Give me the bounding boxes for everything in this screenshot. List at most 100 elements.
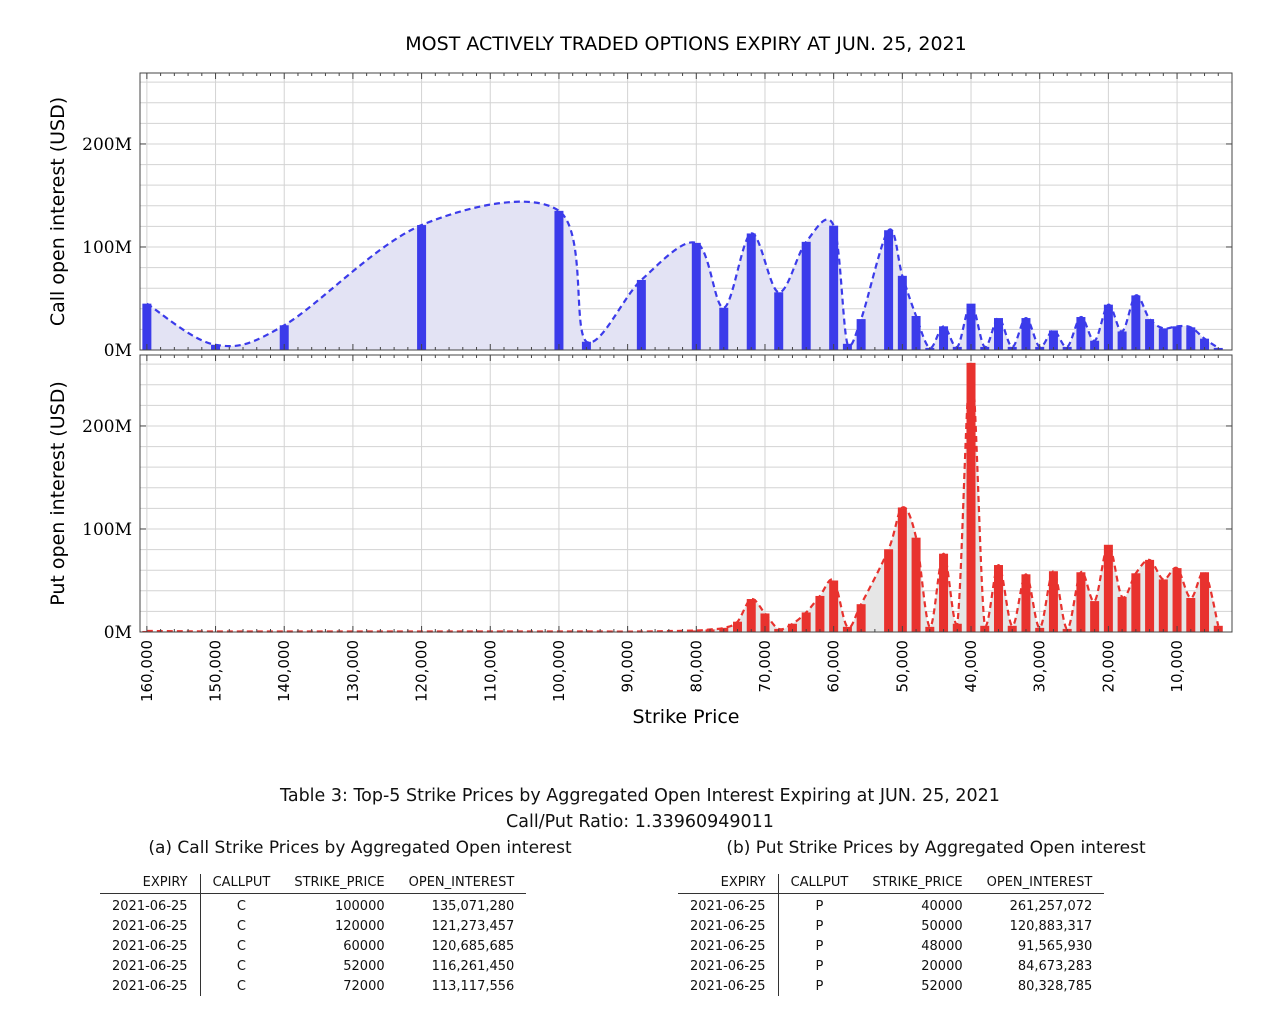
bar — [966, 362, 976, 632]
bar — [746, 599, 756, 632]
call-table-title: (a) Call Strike Prices by Aggregated Ope… — [148, 838, 572, 858]
bar — [1076, 572, 1086, 632]
table-cell: 2021-06-25 — [678, 956, 779, 976]
table-cell: 2021-06-25 — [678, 916, 779, 936]
column-header: OPEN_INTEREST — [974, 874, 1105, 894]
bar — [1200, 338, 1210, 350]
table-cell: 2021-06-25 — [678, 976, 779, 996]
x-tick-label: 110,000 — [481, 640, 499, 702]
bar — [1007, 625, 1017, 632]
y-tick-label: 200M — [82, 417, 132, 437]
x-tick-label: 160,000 — [138, 640, 156, 702]
plot-frame — [139, 354, 1233, 633]
plot-frame — [139, 72, 1233, 351]
table-cell: 91,565,930 — [1017, 938, 1093, 954]
column-header: STRIKE_PRICE — [282, 874, 397, 894]
bar — [1048, 330, 1058, 350]
bar — [746, 233, 756, 350]
call-put-ratio: Call/Put Ratio: 1.33960949011 — [506, 812, 774, 832]
options-chart: MOST ACTIVELY TRADED OPTIONS EXPIRY AT J… — [47, 33, 1233, 728]
call-panel: 0M 100M 200M Call open interest (USD) — [47, 72, 1233, 361]
x-tick-label: 20,000 — [1099, 640, 1117, 693]
bar — [719, 307, 729, 350]
table-cell: 2021-06-25 — [100, 936, 201, 956]
bar — [1131, 295, 1141, 350]
bar — [1117, 331, 1127, 350]
x-tick-label: 90,000 — [619, 640, 637, 693]
table-cell: P — [815, 958, 824, 974]
column-header: CALLPUT — [778, 874, 861, 894]
x-tick-label: 10,000 — [1168, 640, 1186, 693]
column-header: EXPIRY — [678, 874, 779, 894]
table-cell: 121,273,457 — [431, 918, 515, 934]
bar — [636, 279, 646, 350]
table-cell: 80,328,785 — [1017, 978, 1093, 994]
x-tick-label: 50,000 — [893, 640, 911, 693]
table-cell: 261,257,072 — [1009, 898, 1093, 914]
table-cell: C — [236, 938, 246, 954]
y-tick-label: 100M — [82, 520, 132, 540]
table-row: 2021-06-25 P 40000 261,257,072 — [678, 893, 1104, 916]
put-strike-table: EXPIRY CALLPUT STRIKE_PRICE OPEN_INTERES… — [678, 874, 1105, 996]
x-tick-label: 80,000 — [687, 640, 705, 693]
table-cell: 50000 — [921, 918, 963, 934]
table-row: 2021-06-25 C 120000 121,273,457 — [100, 916, 526, 936]
bar — [774, 292, 784, 350]
bar — [993, 318, 1003, 350]
chart-title: MOST ACTIVELY TRADED OPTIONS EXPIRY AT J… — [405, 33, 966, 55]
column-header: STRIKE_PRICE — [860, 874, 975, 894]
table-cell: 48000 — [921, 938, 963, 954]
x-tick-label: 30,000 — [1031, 640, 1049, 693]
bar — [787, 623, 797, 632]
bar — [939, 553, 949, 632]
table-cell: 52000 — [343, 958, 385, 974]
bar — [1090, 340, 1100, 350]
bar — [829, 225, 839, 350]
bar — [1076, 317, 1086, 350]
bar — [829, 580, 839, 632]
bar — [1172, 326, 1182, 350]
bar — [1158, 328, 1168, 350]
bar — [1021, 318, 1031, 350]
bar — [980, 625, 990, 632]
bar — [1048, 571, 1058, 632]
x-axis-label: Strike Price — [632, 706, 739, 728]
x-tick-label: 40,000 — [962, 640, 980, 693]
x-tick-label: 60,000 — [825, 640, 843, 693]
series-line — [146, 200, 1219, 350]
table-cell: 2021-06-25 — [100, 976, 201, 996]
table-row: 2021-06-25 P 52000 80,328,785 — [678, 976, 1104, 996]
bar — [691, 242, 701, 350]
bar — [1021, 574, 1031, 632]
x-tick-label: 150,000 — [207, 640, 225, 702]
bar — [911, 316, 921, 350]
bar — [856, 319, 866, 350]
bar — [1145, 319, 1155, 350]
table-row: 2021-06-25 P 20000 84,673,283 — [678, 956, 1104, 976]
y-tick-label: 0M — [104, 623, 132, 643]
bar — [1131, 573, 1141, 632]
put-table-title: (b) Put Strike Prices by Aggregated Open… — [726, 838, 1146, 858]
x-tick-label: 130,000 — [344, 640, 362, 702]
bar — [952, 623, 962, 632]
x-tick-label: 120,000 — [413, 640, 431, 702]
bar — [801, 612, 811, 632]
table-row: 2021-06-25 C 72000 113,117,556 — [100, 976, 526, 996]
bar — [897, 507, 907, 632]
table-cell: C — [236, 978, 246, 994]
table-row: 2021-06-25 C 52000 116,261,450 — [100, 956, 526, 976]
call-strike-table: EXPIRY CALLPUT STRIKE_PRICE OPEN_INTERES… — [100, 874, 527, 996]
bar — [993, 565, 1003, 632]
bar — [760, 613, 770, 632]
bar — [801, 241, 811, 350]
bar — [966, 303, 976, 350]
table-cell: 120000 — [334, 918, 385, 934]
bar — [1158, 579, 1168, 632]
table-row: 2021-06-25 P 48000 91,565,930 — [678, 936, 1104, 956]
table-cell: P — [815, 938, 824, 954]
table-cell: P — [815, 898, 824, 914]
column-header: EXPIRY — [100, 874, 201, 894]
table-cell: 120,883,317 — [1009, 918, 1093, 934]
y-axis-label: Call open interest (USD) — [47, 97, 69, 326]
bar — [939, 326, 949, 350]
